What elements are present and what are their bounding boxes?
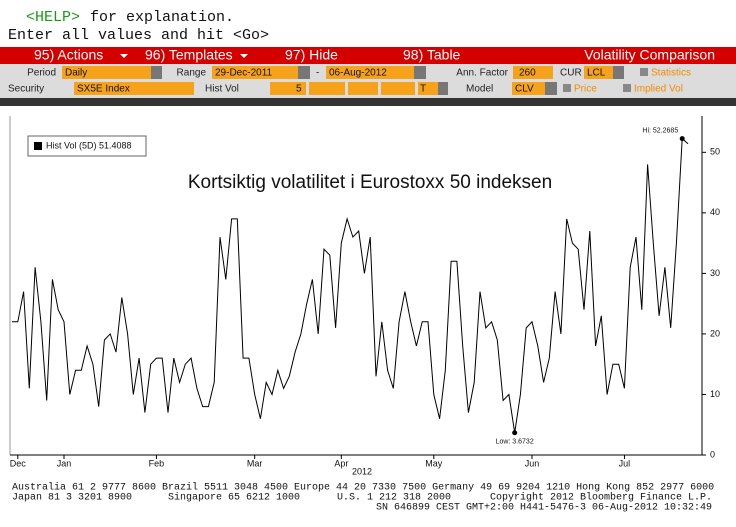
security-field[interactable]: [74, 82, 194, 95]
low-marker: [512, 430, 518, 436]
copyright: Copyright 2012 Bloomberg Finance L.P.: [490, 492, 712, 504]
cur-label: CUR: [560, 68, 582, 79]
calendar[interactable]: [414, 66, 426, 79]
field[interactable]: [348, 82, 378, 95]
period-field[interactable]: [62, 66, 162, 79]
screen-title: Volatility Comparison: [584, 47, 715, 63]
cur: LCL: [587, 68, 606, 79]
x-tick-label: Dec: [10, 458, 27, 468]
security: SX5E Index: [77, 84, 130, 95]
range-start: 29-Dec-2011: [215, 68, 273, 79]
menu-bar: [0, 47, 736, 64]
x-axis-label: 2012: [352, 466, 372, 476]
y-tick-label: 20: [710, 328, 720, 338]
range-label: Range: [177, 68, 207, 79]
field[interactable]: [381, 82, 415, 95]
footer-contact: Japan 81 3 3201 8900: [12, 493, 132, 504]
range-start-field[interactable]: [212, 66, 310, 79]
statistics: Statistics: [651, 68, 691, 79]
high-marker: [679, 136, 685, 142]
ann-factor-label: Ann. Factor: [456, 68, 508, 79]
y-tick-label: 30: [710, 268, 720, 278]
menu-table[interactable]: 98) Table: [403, 47, 461, 63]
model-label: Model: [466, 84, 493, 95]
x-tick-label: Apr: [334, 458, 348, 468]
model: CLV: [515, 84, 534, 95]
dropdown[interactable]: [438, 82, 448, 95]
footer-contact: U.S. 1 212 318 2000: [337, 493, 451, 504]
range-end: 06-Aug-2012: [329, 68, 387, 79]
help-key[interactable]: <HELP>: [26, 9, 80, 26]
y-tick-label: 50: [710, 147, 720, 157]
hist-vol: 5: [296, 84, 302, 95]
x-tick-label: Mar: [247, 458, 263, 468]
hist-vol-unit: T: [420, 84, 426, 95]
x-tick-label: Jan: [57, 458, 72, 468]
session-info: SN 646899 CEST GMT+2:00 H441-5476-3 06-A…: [376, 503, 712, 514]
range-sep: -: [316, 68, 319, 79]
x-tick-label: May: [425, 458, 443, 468]
dropdown[interactable]: [613, 66, 624, 79]
price: Price: [574, 84, 597, 95]
checkbox[interactable]: [640, 68, 648, 76]
field[interactable]: [309, 82, 345, 95]
menu-arrow: [120, 54, 128, 58]
x-tick-label: Jun: [525, 458, 540, 468]
footer-contact: Singapore 65 6212 1000: [168, 492, 300, 504]
y-tick-label: 10: [710, 389, 720, 399]
prompt: Enter all values and hit <Go>: [8, 27, 269, 44]
legend-label: Hist Vol (5D) 51.4088: [46, 140, 132, 150]
separator: [0, 98, 736, 106]
dropdown[interactable]: [151, 66, 162, 79]
checkbox[interactable]: [623, 84, 631, 92]
series-line: [12, 137, 689, 433]
period-value: Daily: [65, 68, 87, 79]
menu-actions[interactable]: 95) Actions: [34, 47, 103, 63]
footer-line: Australia 61 2 9777 8600 Brazil 5511 304…: [12, 482, 714, 494]
range-end-field[interactable]: [326, 66, 426, 79]
ann-factor: 260: [519, 68, 536, 79]
low-label: Low: 3.6732: [496, 439, 534, 446]
y-tick-label: 0: [710, 449, 715, 459]
chart-title: Kortsiktig volatilitet i Eurostoxx 50 in…: [188, 172, 552, 193]
calendar[interactable]: [298, 66, 310, 79]
dropdown[interactable]: [545, 82, 557, 95]
implied-vol: Implied Vol: [634, 84, 683, 95]
checkbox[interactable]: [563, 84, 571, 92]
x-tick-label: Jul: [619, 458, 631, 468]
security-label: Security: [8, 84, 44, 95]
menu-hide[interactable]: 97) Hide: [285, 47, 338, 63]
y-tick-label: 40: [710, 207, 720, 217]
legend-swatch: [34, 142, 42, 150]
help-text: for explanation.: [90, 9, 234, 26]
menu-templates[interactable]: 96) Templates: [145, 47, 233, 63]
hist-vol-label: Hist Vol: [205, 84, 239, 95]
ann-factor-field[interactable]: [513, 66, 553, 79]
menu-arrow: [240, 54, 248, 58]
x-tick-label: Feb: [149, 458, 165, 468]
chart-area: [0, 106, 736, 474]
high-label: Hi: 52.2685: [642, 127, 678, 134]
hist-vol-field[interactable]: [270, 82, 306, 95]
legend: [27, 135, 147, 157]
period-label: Period: [27, 68, 56, 79]
